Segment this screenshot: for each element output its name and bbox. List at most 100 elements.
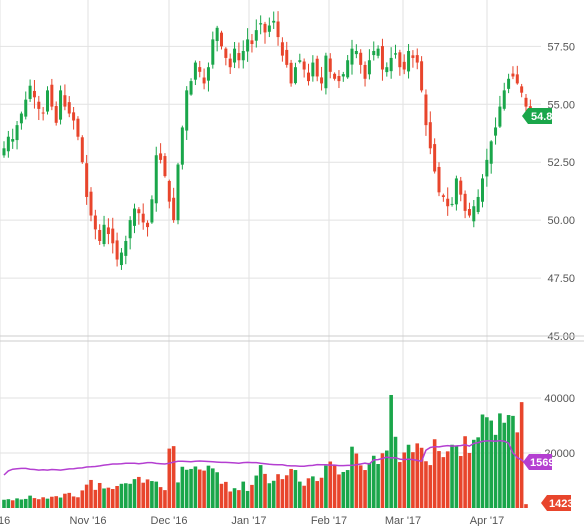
candle-body: [254, 30, 258, 41]
volume-bar: [280, 479, 285, 508]
volume-bar: [23, 498, 28, 508]
candle-body: [407, 50, 411, 72]
candle-body: [41, 112, 45, 114]
volume-bar: [50, 496, 54, 508]
candle-body: [137, 209, 141, 214]
candle-body: [507, 78, 511, 89]
candle-body: [298, 60, 302, 62]
volume-bar: [489, 420, 493, 508]
volume-bar: [237, 490, 241, 508]
volume-bar: [498, 413, 502, 508]
volume-bar: [97, 482, 102, 508]
candle-body: [80, 137, 84, 163]
volume-bar: [54, 496, 58, 508]
volume-bar: [184, 469, 189, 508]
x-tick-label: Nov '16: [70, 515, 107, 526]
volume-bar: [132, 479, 137, 508]
volume-bar: [519, 402, 524, 508]
volume-bar: [115, 486, 119, 508]
y-tick-label: 50.00: [547, 215, 575, 227]
candle-body: [246, 39, 250, 52]
candle-body: [315, 58, 319, 77]
y-tick-label: 45.00: [547, 331, 575, 343]
candle-body: [485, 159, 489, 177]
candle-body: [228, 58, 232, 68]
candle-body: [154, 155, 158, 204]
volume-bar: [254, 475, 259, 508]
volume-bar: [502, 422, 507, 508]
volume-tick-label: 40000: [544, 393, 575, 405]
x-tick-label: t '16: [0, 515, 10, 526]
volume-bar: [67, 492, 72, 508]
volume-bar: [472, 439, 476, 508]
candle-body: [59, 90, 63, 120]
volume-bar: [241, 481, 246, 508]
x-tick-label: Feb '17: [311, 515, 347, 526]
volume-bar: [419, 447, 424, 508]
volume-bar: [250, 484, 254, 508]
x-tick-label: Apr '17: [470, 515, 505, 526]
volume-bar: [463, 436, 467, 508]
candle-body: [389, 57, 393, 72]
candle-body: [272, 20, 276, 23]
volume-bar: [337, 474, 341, 508]
volume-bar: [332, 464, 337, 508]
volume-bar: [93, 489, 98, 508]
volume-bar: [124, 483, 128, 508]
candle-body: [180, 127, 184, 165]
volume-bar: [102, 488, 106, 508]
candle-body: [32, 90, 36, 98]
volume-bar: [2, 499, 6, 508]
volume-bar: [211, 468, 215, 508]
volume-bar: [506, 415, 511, 508]
volume-bar: [197, 469, 202, 508]
candle-body: [476, 196, 480, 212]
volume-bar: [328, 461, 333, 508]
candle-body: [428, 122, 432, 149]
candle-body: [89, 191, 93, 216]
candle-body: [394, 53, 397, 55]
candle-body: [337, 75, 341, 82]
candle-body: [220, 32, 223, 47]
candle-body: [515, 74, 519, 84]
last-volume-tag: 1423: [541, 495, 573, 511]
candle-body: [437, 166, 441, 193]
volume-bar: [402, 452, 406, 508]
candle-body: [2, 148, 6, 156]
volume-bar: [37, 499, 41, 508]
volume-bar: [41, 497, 45, 508]
volume-bar: [515, 432, 520, 508]
volume-bar: [45, 498, 50, 508]
candle-body: [333, 73, 337, 79]
volume-ma-path: [3, 439, 527, 476]
candle-body: [346, 60, 350, 78]
candle-body: [128, 220, 132, 239]
volume-bar: [19, 499, 24, 508]
candle-body: [502, 90, 506, 109]
candle-body: [98, 229, 102, 241]
last-price-tag-bg: [522, 108, 552, 124]
volume-bar: [106, 487, 111, 508]
volume-bar: [245, 490, 250, 508]
candle-body: [433, 144, 437, 172]
candle-body: [498, 106, 502, 127]
candle-body: [102, 224, 106, 245]
candle-body: [494, 127, 498, 136]
candle-body: [467, 209, 471, 216]
volume-bar: [345, 470, 350, 508]
candle-body: [372, 50, 376, 56]
volume-bar: [28, 495, 32, 508]
volume-bar: [350, 446, 354, 508]
candle-body: [141, 213, 145, 223]
grid: [0, 0, 541, 508]
candle-body: [24, 99, 28, 117]
candle-body: [176, 164, 180, 221]
volume-bar: [376, 464, 380, 508]
volume-bar: [128, 483, 132, 508]
candle-body: [528, 106, 532, 109]
candle-body: [424, 94, 428, 126]
y-tick-label: 47.50: [547, 273, 575, 285]
candle-body: [6, 136, 10, 152]
